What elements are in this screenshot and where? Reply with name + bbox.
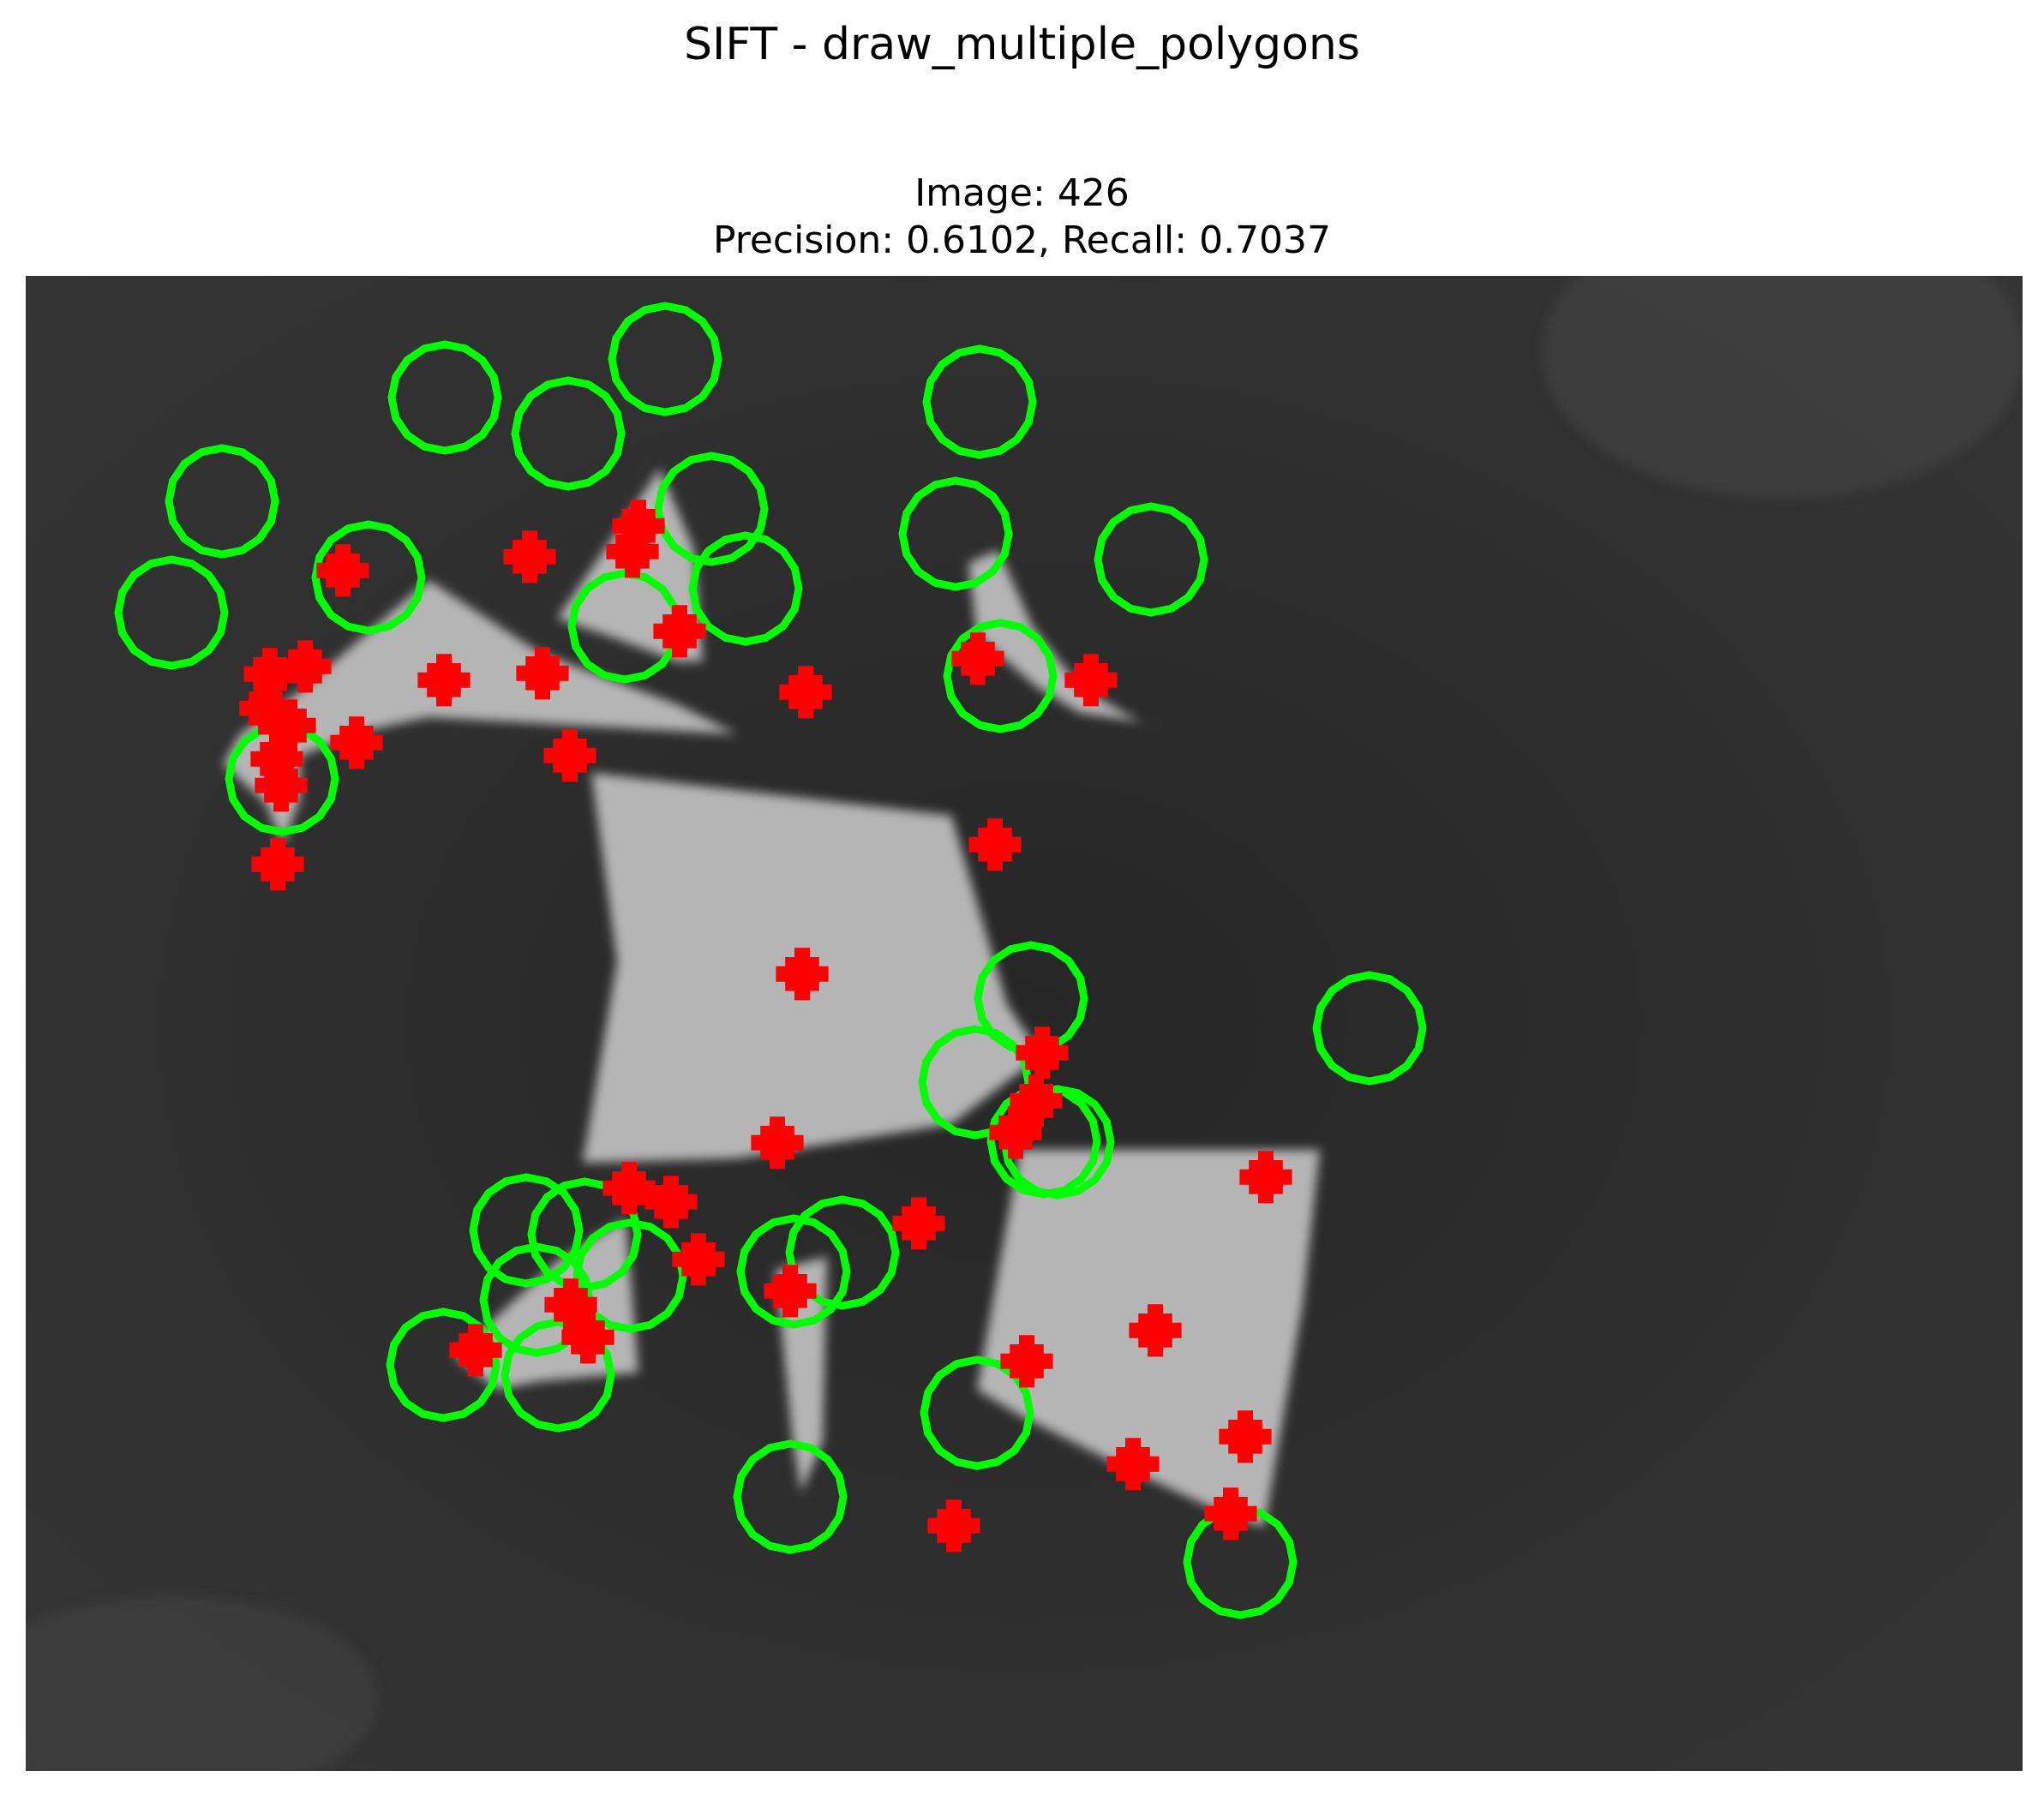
detected-keypoint (1106, 1438, 1160, 1491)
detected-keypoint (1000, 1335, 1053, 1388)
detected-keypoint (606, 525, 659, 578)
detected-keypoint (653, 605, 706, 658)
ground-truth-circle (114, 555, 229, 670)
detected-keypoint (449, 1324, 502, 1377)
ground-truth-circle (736, 1214, 851, 1329)
detected-keypoint (892, 1197, 945, 1250)
detected-keypoint (516, 647, 569, 700)
polygon-upper-left (223, 580, 737, 846)
detected-keypoint (561, 1311, 614, 1364)
keypoint-image (26, 276, 2023, 1771)
detected-keypoint (751, 1116, 804, 1170)
detected-keypoint (1219, 1410, 1272, 1463)
detected-keypoint (779, 666, 832, 719)
detected-keypoint (1204, 1487, 1257, 1541)
polygon-upper-right (968, 550, 1166, 726)
ground-truth-circle (165, 444, 279, 559)
background-glow (1543, 276, 2023, 499)
background-glow (26, 1595, 377, 1771)
detected-keypoint (543, 729, 596, 782)
detected-keypoint (644, 1176, 698, 1229)
detected-keypoint (243, 648, 297, 701)
detected-keypoints (239, 500, 1292, 1553)
ground-truth-circle (608, 302, 722, 416)
detected-keypoint (330, 716, 383, 769)
ground-truth-circle (572, 1218, 687, 1333)
detected-keypoint (503, 530, 556, 583)
ground-truth-circle (567, 569, 682, 684)
ground-truth-circle (511, 376, 626, 491)
image-background (26, 276, 2023, 1771)
detected-keypoint (1016, 1026, 1069, 1080)
detected-keypoint (602, 1162, 656, 1215)
detected-keypoint (764, 1265, 817, 1318)
ground-truth-circle (311, 520, 426, 635)
detected-keypoint (316, 544, 369, 597)
ground-truth-circle (1183, 1505, 1298, 1619)
ground-truth-circle (1312, 971, 1427, 1086)
ground-truth-circle (922, 344, 1037, 459)
ground-truth-circle (986, 1084, 1101, 1199)
ground-truth-circle (1094, 502, 1208, 617)
ground-truth-circle (733, 1439, 848, 1554)
detected-keypoint (776, 948, 829, 1001)
ground-truth-circle (654, 452, 769, 566)
ground-truth-markers (114, 302, 1427, 1619)
detected-keypoint (251, 838, 304, 891)
detected-keypoint (927, 1499, 980, 1553)
ground-truth-circle (943, 619, 1058, 733)
detected-keypoint (968, 818, 1022, 871)
detected-keypoint (1064, 654, 1118, 707)
metrics-label: Precision: 0.6102, Recall: 0.7037 (712, 218, 1332, 262)
detected-keypoint (951, 632, 1004, 685)
ground-truth-circle (688, 531, 803, 646)
image-id-label: Image: 426 (914, 171, 1130, 215)
axes-title: Image: 426 Precision: 0.6102, Recall: 0.… (0, 170, 2044, 264)
ground-truth-circle (225, 721, 339, 836)
ground-truth-circle (785, 1195, 900, 1310)
detected-keypoint (672, 1233, 725, 1286)
detected-keypoint (1239, 1151, 1292, 1204)
ground-truth-circle (386, 1307, 501, 1422)
figure-title: SIFT - draw_multiple_polygons (684, 19, 1360, 70)
detected-keypoint (989, 1106, 1042, 1159)
ground-truth-circle (387, 340, 502, 455)
ground-truth-circle (898, 476, 1013, 591)
detected-keypoint (417, 654, 471, 707)
detected-keypoint (1129, 1304, 1182, 1357)
detected-keypoint (255, 759, 308, 812)
